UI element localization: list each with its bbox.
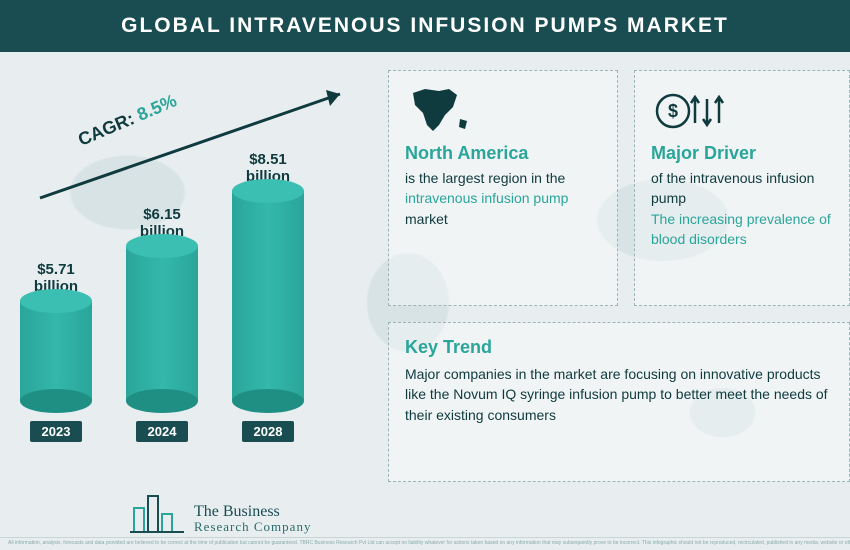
company-brand: The Business Research Company: [130, 490, 311, 534]
driver-card-text: of the intravenous infusion pump The inc…: [651, 168, 833, 249]
bar-cylinder: [126, 246, 198, 401]
svg-text:$: $: [668, 101, 678, 121]
bar-year-pill: 2024: [136, 421, 189, 442]
bar-cylinder: [232, 191, 304, 401]
trend-card: Key Trend Major companies in the market …: [388, 322, 850, 482]
footer: The Business Research Company All inform…: [0, 490, 850, 550]
driver-card-title: Major Driver: [651, 143, 833, 164]
page-title-bar: GLOBAL INTRAVENOUS INFUSION PUMPS MARKET: [0, 0, 850, 52]
trend-card-title: Key Trend: [405, 337, 833, 358]
region-card-text: is the largest region in the intravenous…: [405, 168, 601, 229]
bar-group: $5.71 billion 2023 $6.15 billion 2024 $8…: [20, 142, 304, 442]
dollar-arrows-icon: $: [651, 85, 833, 137]
bar-2028: $8.51 billion 2028: [232, 151, 304, 443]
region-card: North America is the largest region in t…: [388, 70, 618, 306]
driver-card: $ Major Driver of the intravenous infusi…: [634, 70, 850, 306]
region-card-title: North America: [405, 143, 601, 164]
brand-line1: The Business: [194, 504, 311, 521]
page-title: GLOBAL INTRAVENOUS INFUSION PUMPS MARKET: [121, 14, 729, 37]
bar-cylinder: [20, 301, 92, 401]
bar-year-pill: 2023: [30, 421, 83, 442]
brand-line2: Research Company: [194, 520, 311, 534]
main-content: CAGR: 8.5% $5.71 billion 2023 $6.15 bill…: [0, 52, 850, 482]
market-growth-chart: CAGR: 8.5% $5.71 billion 2023 $6.15 bill…: [20, 70, 370, 482]
north-america-icon: [405, 85, 601, 137]
bar-year-pill: 2028: [242, 421, 295, 442]
info-cards: North America is the largest region in t…: [388, 70, 850, 482]
cagr-value: 8.5%: [134, 90, 180, 124]
trend-card-text: Major companies in the market are focusi…: [405, 364, 833, 425]
brand-text: The Business Research Company: [194, 504, 311, 534]
brand-logo-icon: [130, 490, 184, 534]
disclaimer-text: All information, analysis, forecasts and…: [0, 537, 850, 549]
bar-2024: $6.15 billion 2024: [126, 206, 198, 443]
bar-2023: $5.71 billion 2023: [20, 261, 92, 443]
